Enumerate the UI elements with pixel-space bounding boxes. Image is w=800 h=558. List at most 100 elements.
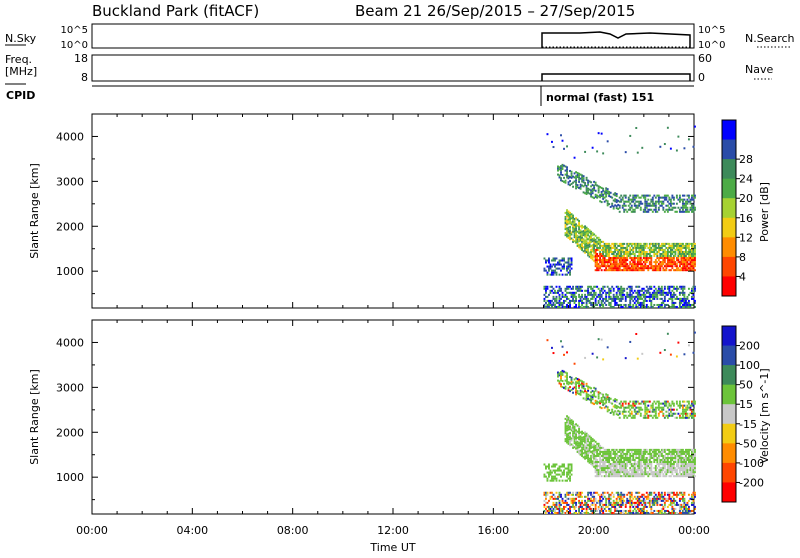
range-cell	[572, 432, 574, 435]
range-cell	[606, 475, 609, 478]
range-cell	[680, 206, 683, 209]
range-cell	[668, 493, 671, 496]
range-cell	[596, 454, 599, 457]
range-cell	[579, 495, 582, 498]
range-cell	[543, 299, 546, 302]
range-cell	[692, 503, 695, 506]
range-cell	[692, 404, 695, 407]
range-cell	[660, 509, 663, 512]
range-cell	[605, 461, 608, 464]
range-cell	[654, 416, 657, 419]
range-cell	[573, 224, 576, 227]
range-cell	[694, 465, 696, 468]
range-cell	[654, 414, 657, 417]
range-cell	[639, 475, 642, 478]
range-cell	[588, 386, 591, 389]
range-cell	[680, 507, 683, 510]
range-cell	[659, 475, 662, 478]
range-cell	[615, 291, 618, 294]
range-cell	[621, 259, 624, 262]
range-cell	[694, 511, 696, 514]
range-cell	[630, 511, 633, 514]
range-cell	[668, 250, 671, 253]
range-cell	[566, 415, 568, 418]
range-cell	[588, 235, 591, 238]
range-cell	[626, 497, 629, 500]
range-cell	[650, 505, 653, 508]
range-cell	[549, 285, 552, 288]
range-cell	[605, 267, 608, 270]
range-cell	[623, 408, 626, 411]
range-cell	[615, 411, 618, 414]
range-cell	[612, 257, 615, 260]
range-cell	[662, 208, 665, 211]
range-cell	[567, 232, 570, 235]
range-cell	[692, 452, 695, 455]
range-cell	[666, 461, 669, 464]
range-cell	[650, 454, 653, 457]
range-cell	[590, 399, 593, 402]
range-cell	[689, 265, 692, 268]
range-cell	[659, 461, 662, 464]
range-cell	[618, 493, 621, 496]
range-cell	[554, 463, 556, 466]
range-cell	[626, 493, 629, 496]
range-cell	[635, 196, 638, 199]
range-cell	[666, 463, 669, 466]
range-cell	[593, 491, 596, 494]
range-cell	[563, 257, 565, 260]
range-cell	[585, 390, 588, 393]
colorbar-swatch	[722, 178, 736, 199]
range-cell	[650, 248, 653, 251]
range-cell	[567, 216, 570, 219]
range-cell	[663, 461, 666, 464]
range-cell	[623, 200, 626, 203]
range-cell	[614, 303, 617, 306]
range-cell	[638, 252, 641, 256]
range-cell	[567, 214, 570, 217]
range-cell	[671, 402, 674, 405]
range-cell	[644, 252, 647, 256]
range-cell	[671, 289, 674, 292]
range-cell	[656, 406, 659, 409]
range-cell	[638, 406, 641, 409]
range-cell	[555, 477, 558, 480]
range-cell	[674, 297, 677, 300]
range-cell	[672, 408, 675, 411]
range-cell	[593, 186, 596, 189]
range-cell	[624, 503, 627, 506]
range-cell	[599, 252, 602, 256]
range-cell	[572, 381, 574, 384]
range-cell	[581, 178, 584, 181]
range-cell	[684, 301, 687, 304]
range-cell	[630, 410, 633, 413]
range-cell	[608, 203, 611, 206]
range-cell	[603, 465, 606, 468]
nsearch-tick-high: 10^5	[698, 25, 725, 36]
range-cell	[588, 188, 591, 191]
range-cell	[608, 471, 611, 474]
range-cell	[620, 303, 623, 306]
range-cell	[621, 293, 624, 296]
range-cell	[669, 454, 672, 457]
range-cell	[692, 499, 695, 502]
range-cell	[694, 248, 696, 251]
range-cell	[605, 405, 608, 408]
range-cell	[557, 261, 559, 264]
range-cell	[608, 301, 611, 304]
range-cell	[600, 293, 603, 296]
range-cell	[591, 398, 594, 401]
range-cell	[581, 436, 584, 439]
range-cell	[612, 505, 615, 508]
range-cell	[665, 252, 668, 256]
range-cell	[671, 509, 674, 512]
range-cell	[630, 204, 633, 207]
range-cell	[636, 289, 639, 292]
range-cell	[675, 265, 678, 268]
range-cell	[659, 252, 662, 256]
range-cell	[639, 261, 642, 264]
nsky-tick-low: 10^0	[61, 40, 88, 51]
range-cell	[645, 491, 648, 494]
range-cell	[599, 297, 602, 300]
range-cell	[594, 285, 597, 288]
